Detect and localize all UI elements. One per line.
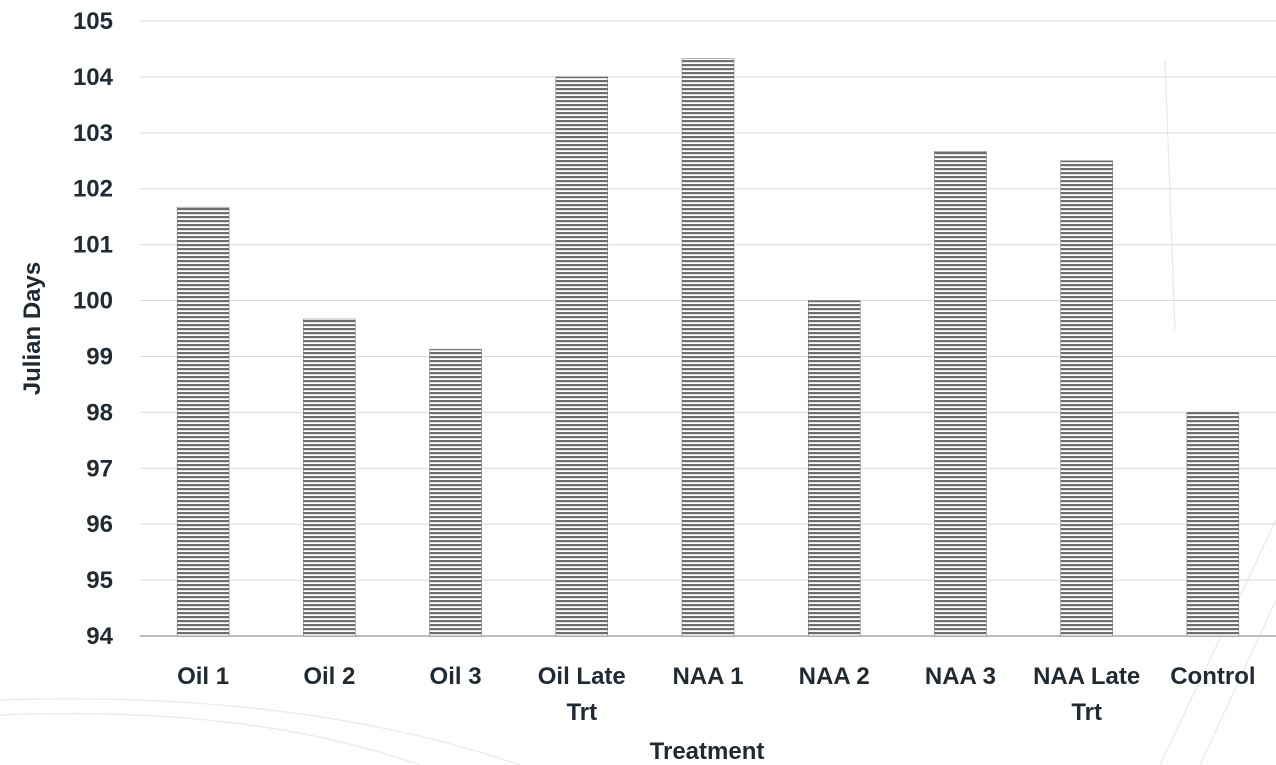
bar-naa-2 (807, 300, 861, 637)
bar-oil-3 (429, 348, 482, 637)
x-tick-label: NAA 3 (925, 663, 996, 690)
x-axis-title: Treatment (650, 738, 765, 765)
x-tick-label: Oil 3 (430, 663, 482, 690)
bar-naa-1 (681, 58, 735, 637)
y-tick-label: 94 (86, 623, 113, 650)
y-tick-label: 102 (73, 176, 113, 203)
bar-oil-late-trt (555, 76, 609, 637)
y-tick-label: 103 (73, 120, 113, 147)
x-tick-label: Oil 1 (177, 663, 229, 690)
background-texture (0, 59, 1276, 765)
bar-naa-3 (934, 151, 987, 637)
x-tick-label: NAA Late Trt (1033, 663, 1140, 726)
bar-naa-late-trt (1060, 160, 1113, 637)
y-tick-label: 97 (86, 455, 113, 482)
bar-oil-2 (303, 318, 356, 637)
y-tick-label: 99 (86, 343, 113, 370)
y-tick-label: 105 (73, 8, 113, 35)
y-tick-label: 98 (86, 399, 113, 426)
y-tick-label: 100 (73, 288, 113, 315)
y-tick-label: 95 (86, 567, 113, 594)
x-axis-ticks: Oil 1 Oil 2 Oil 3 Oil Late Trt NAA 1 NAA 2 NAA … (177, 663, 1255, 726)
y-axis-title: Julian Days (19, 262, 46, 395)
x-tick-label: NAA 2 (799, 663, 870, 690)
bar-oil-1 (176, 206, 230, 637)
y-axis-ticks: 94 95 96 97 98 99 100 101 102 103 104 105 (73, 8, 114, 650)
x-tick-label: NAA 1 (672, 663, 743, 690)
y-tick-label: 104 (73, 64, 114, 91)
y-tick-label: 96 (86, 511, 113, 538)
y-tick-label: 101 (73, 232, 113, 259)
x-tick-label: Oil 2 (303, 663, 355, 690)
x-tick-label: Control (1170, 663, 1255, 690)
bar-control (1186, 412, 1240, 637)
bars (176, 58, 1240, 637)
x-tick-label: Oil Late Trt (538, 663, 626, 726)
